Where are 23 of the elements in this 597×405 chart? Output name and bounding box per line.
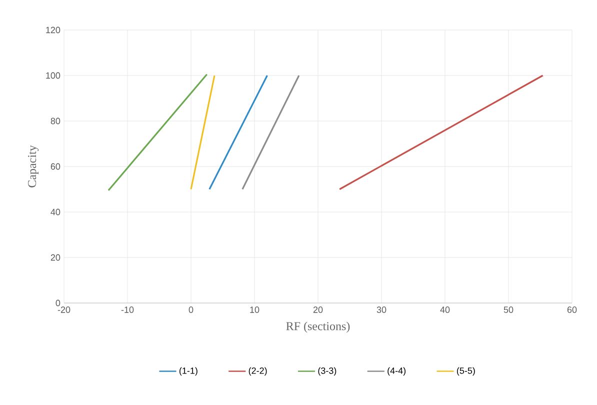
legend-label: (4-4) [388, 367, 406, 376]
legend-label: (5-5) [456, 367, 475, 376]
x-tick-label: 50 [504, 306, 514, 313]
y-tick-label: 120 [46, 26, 60, 34]
x-axis-title: RF (sections) [286, 322, 350, 333]
legend-label: (2-2) [248, 367, 267, 376]
y-tick-label: 100 [46, 72, 60, 79]
y-tick-label: 60 [50, 163, 60, 170]
legend-label: (3-3) [318, 367, 336, 376]
y-tick-label: 20 [50, 254, 60, 261]
y-tick-label: 40 [50, 208, 60, 216]
x-tick-label: 30 [376, 306, 386, 313]
x-tick-label: 10 [250, 306, 260, 313]
x-tick-label: 20 [313, 306, 323, 313]
y-tick-label: 80 [50, 118, 60, 124]
x-tick-label: 60 [567, 306, 577, 313]
x-tick-label: 0 [188, 306, 194, 313]
x-tick-label: -10 [121, 306, 134, 313]
x-tick-label: 40 [440, 306, 450, 313]
y-axis-title: Capacity [28, 145, 39, 188]
x-tick-label: -20 [58, 306, 70, 313]
y-tick-label: 0 [56, 300, 60, 306]
legend-label: (1-1) [180, 367, 198, 376]
